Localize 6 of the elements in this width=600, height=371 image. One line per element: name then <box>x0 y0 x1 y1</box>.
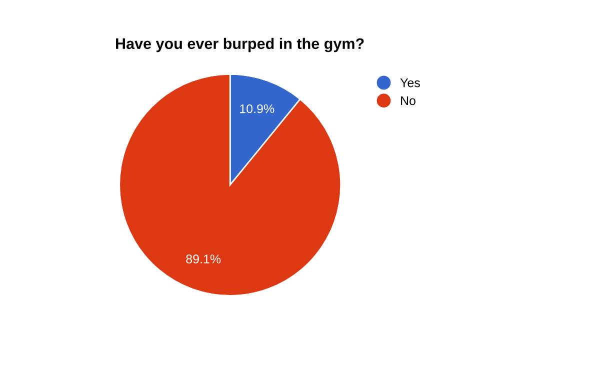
legend-label: No <box>401 96 416 106</box>
data-label: 89.1% <box>186 254 221 264</box>
chart-title: Have you ever burped in the gym? <box>116 38 364 52</box>
pie-slice <box>118 73 342 296</box>
data-label: 10.9% <box>240 104 274 114</box>
legend-label: Yes <box>400 78 420 88</box>
